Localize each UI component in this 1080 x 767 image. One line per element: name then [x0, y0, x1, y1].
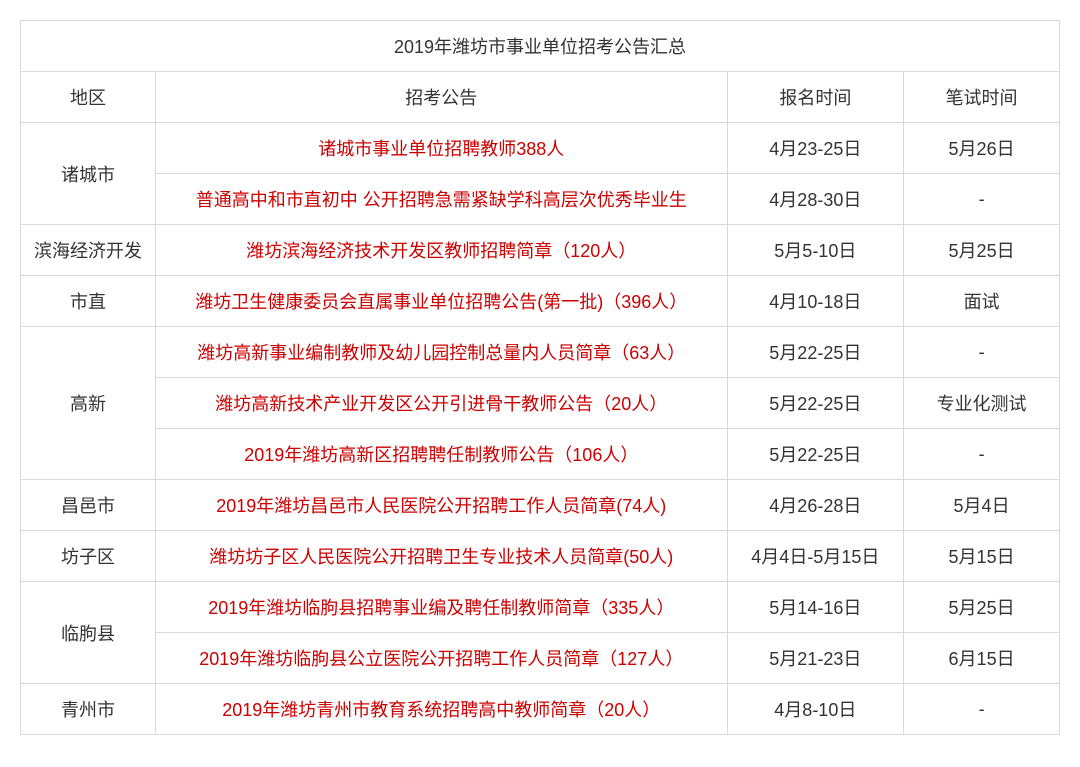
signup-cell: 5月22-25日 [727, 429, 904, 480]
announce-cell[interactable]: 潍坊卫生健康委员会直属事业单位招聘公告(第一批)（396人） [156, 276, 727, 327]
recruitment-table: 2019年潍坊市事业单位招考公告汇总 地区 招考公告 报名时间 笔试时间 诸城市… [20, 20, 1060, 735]
table-row: 昌邑市2019年潍坊昌邑市人民医院公开招聘工作人员简章(74人)4月26-28日… [21, 480, 1060, 531]
region-cell: 高新 [21, 327, 156, 480]
table-row: 高新潍坊高新事业编制教师及幼儿园控制总量内人员简章（63人）5月22-25日- [21, 327, 1060, 378]
announce-cell[interactable]: 2019年潍坊临朐县公立医院公开招聘工作人员简章（127人） [156, 633, 727, 684]
table-row: 市直潍坊卫生健康委员会直属事业单位招聘公告(第一批)（396人）4月10-18日… [21, 276, 1060, 327]
announce-cell[interactable]: 潍坊滨海经济技术开发区教师招聘简章（120人） [156, 225, 727, 276]
exam-cell: 5月25日 [904, 582, 1060, 633]
exam-cell: - [904, 684, 1060, 735]
table-row: 普通高中和市直初中 公开招聘急需紧缺学科高层次优秀毕业生4月28-30日- [21, 174, 1060, 225]
table-row: 2019年潍坊临朐县公立医院公开招聘工作人员简章（127人）5月21-23日6月… [21, 633, 1060, 684]
exam-cell: 5月15日 [904, 531, 1060, 582]
table-row: 滨海经济开发潍坊滨海经济技术开发区教师招聘简章（120人）5月5-10日5月25… [21, 225, 1060, 276]
signup-cell: 5月22-25日 [727, 378, 904, 429]
table-row: 诸城市诸城市事业单位招聘教师388人4月23-25日5月26日 [21, 123, 1060, 174]
region-cell: 诸城市 [21, 123, 156, 225]
signup-cell: 5月21-23日 [727, 633, 904, 684]
announce-cell[interactable]: 潍坊高新技术产业开发区公开引进骨干教师公告（20人） [156, 378, 727, 429]
signup-cell: 4月8-10日 [727, 684, 904, 735]
signup-cell: 5月22-25日 [727, 327, 904, 378]
signup-cell: 4月28-30日 [727, 174, 904, 225]
signup-cell: 5月5-10日 [727, 225, 904, 276]
exam-cell: 5月26日 [904, 123, 1060, 174]
exam-cell: - [904, 174, 1060, 225]
announce-cell[interactable]: 2019年潍坊临朐县招聘事业编及聘任制教师简章（335人） [156, 582, 727, 633]
table-row: 青州市2019年潍坊青州市教育系统招聘高中教师简章（20人）4月8-10日- [21, 684, 1060, 735]
region-cell: 青州市 [21, 684, 156, 735]
signup-cell: 5月14-16日 [727, 582, 904, 633]
announce-cell[interactable]: 2019年潍坊高新区招聘聘任制教师公告（106人） [156, 429, 727, 480]
table-row: 临朐县2019年潍坊临朐县招聘事业编及聘任制教师简章（335人）5月14-16日… [21, 582, 1060, 633]
region-cell: 市直 [21, 276, 156, 327]
col-region: 地区 [21, 72, 156, 123]
exam-cell: 面试 [904, 276, 1060, 327]
col-exam: 笔试时间 [904, 72, 1060, 123]
exam-cell: 专业化测试 [904, 378, 1060, 429]
col-signup: 报名时间 [727, 72, 904, 123]
announce-cell[interactable]: 潍坊坊子区人民医院公开招聘卫生专业技术人员简章(50人) [156, 531, 727, 582]
region-cell: 坊子区 [21, 531, 156, 582]
announce-cell[interactable]: 普通高中和市直初中 公开招聘急需紧缺学科高层次优秀毕业生 [156, 174, 727, 225]
announce-cell[interactable]: 2019年潍坊青州市教育系统招聘高中教师简章（20人） [156, 684, 727, 735]
table-body: 诸城市诸城市事业单位招聘教师388人4月23-25日5月26日普通高中和市直初中… [21, 123, 1060, 735]
table-row: 坊子区潍坊坊子区人民医院公开招聘卫生专业技术人员简章(50人)4月4日-5月15… [21, 531, 1060, 582]
signup-cell: 4月10-18日 [727, 276, 904, 327]
table-row: 潍坊高新技术产业开发区公开引进骨干教师公告（20人）5月22-25日专业化测试 [21, 378, 1060, 429]
announce-cell[interactable]: 诸城市事业单位招聘教师388人 [156, 123, 727, 174]
announce-cell[interactable]: 2019年潍坊昌邑市人民医院公开招聘工作人员简章(74人) [156, 480, 727, 531]
signup-cell: 4月4日-5月15日 [727, 531, 904, 582]
header-row: 地区 招考公告 报名时间 笔试时间 [21, 72, 1060, 123]
exam-cell: 6月15日 [904, 633, 1060, 684]
table-row: 2019年潍坊高新区招聘聘任制教师公告（106人）5月22-25日- [21, 429, 1060, 480]
region-cell: 昌邑市 [21, 480, 156, 531]
signup-cell: 4月26-28日 [727, 480, 904, 531]
signup-cell: 4月23-25日 [727, 123, 904, 174]
exam-cell: 5月4日 [904, 480, 1060, 531]
table-title: 2019年潍坊市事业单位招考公告汇总 [21, 21, 1060, 72]
col-announce: 招考公告 [156, 72, 727, 123]
exam-cell: 5月25日 [904, 225, 1060, 276]
exam-cell: - [904, 429, 1060, 480]
exam-cell: - [904, 327, 1060, 378]
region-cell: 滨海经济开发 [21, 225, 156, 276]
region-cell: 临朐县 [21, 582, 156, 684]
announce-cell[interactable]: 潍坊高新事业编制教师及幼儿园控制总量内人员简章（63人） [156, 327, 727, 378]
